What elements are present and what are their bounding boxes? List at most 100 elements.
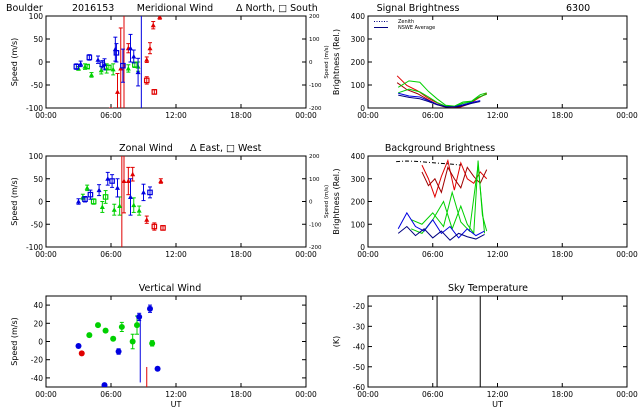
data-point-square: [109, 178, 115, 184]
plot-area: [436, 296, 481, 387]
y-tick-label: 50: [33, 175, 43, 184]
data-point-square: [84, 63, 90, 70]
series-line: [397, 80, 487, 107]
chart-title: Background Brightness: [385, 143, 495, 154]
data-point-square: [120, 62, 126, 69]
y-tick-label: -20: [31, 356, 43, 365]
data-point-triangle: [117, 203, 123, 209]
chart-title-markers: Δ North, □ South: [236, 3, 318, 14]
series-line: [397, 211, 485, 239]
header-row: Boulder 2016153 6300: [6, 3, 590, 14]
data-point-triangle: [96, 187, 102, 193]
x-tick-label: 00:00: [616, 111, 638, 120]
series-line: [397, 225, 485, 241]
data-point-square: [99, 61, 106, 68]
plot-frame: [45, 15, 307, 109]
x-tick-label: 12:00: [487, 250, 509, 259]
data-point-triangle: [78, 61, 84, 66]
y-tick-label-right: -100: [309, 83, 322, 89]
plot-frame: [45, 295, 307, 388]
y-tick-label: 100: [351, 220, 366, 229]
data-point-dot: [149, 340, 156, 347]
data-point-triangle: [121, 178, 127, 184]
chart-title-markers: Δ East, □ West: [190, 143, 262, 154]
x-tick-label: 06:00: [422, 250, 444, 259]
x-tick-label: 06:00: [100, 250, 122, 259]
data-point-dot: [75, 343, 82, 350]
x-tick-label: 06:00: [100, 111, 122, 120]
data-point-dot: [78, 350, 85, 357]
y-tick-label: 0: [38, 198, 43, 207]
y-tick-label-right: 100: [309, 37, 320, 43]
data-point-square: [147, 189, 153, 196]
y-tick-label: 400: [351, 152, 366, 161]
data-point-triangle: [158, 178, 164, 184]
x-tick-label: 00:00: [357, 111, 379, 120]
y-axis-label: Brightness (Rel.): [332, 29, 341, 95]
data-point-triangle: [98, 67, 104, 73]
chart-title: Meridional Wind: [137, 3, 213, 14]
data-point-square: [90, 198, 97, 205]
data-point-triangle: [95, 57, 101, 62]
data-point-triangle: [150, 22, 156, 28]
y-tick-label: 300: [351, 175, 366, 184]
data-point-triangle: [135, 69, 141, 75]
data-point-square: [160, 225, 166, 231]
series-line: [396, 82, 487, 108]
chart-title: Vertical Wind: [139, 283, 201, 294]
y-tick-label: -50: [353, 363, 365, 372]
x-tick-label: 00:00: [35, 111, 57, 120]
data-point-square: [113, 49, 120, 56]
plot-area: [396, 158, 488, 241]
y-tick-label: -100: [26, 243, 43, 252]
y-axis-label: Brightness (Rel.): [332, 168, 341, 234]
data-point-square: [143, 77, 150, 84]
y-tick-label: -50: [31, 220, 43, 229]
data-point-square: [82, 196, 88, 203]
data-point-triangle: [89, 72, 94, 77]
y-tick-label-right: 0: [309, 200, 313, 206]
data-point-triangle: [157, 16, 163, 19]
data-point-triangle: [115, 89, 120, 94]
x-tick-label: 00:00: [295, 111, 317, 120]
data-point-dot: [95, 322, 101, 329]
y-tick-label: 100: [29, 12, 44, 21]
data-point-dot: [110, 335, 117, 342]
data-point-triangle: [110, 66, 116, 72]
y-tick-label: -40: [353, 343, 365, 352]
y-tick-label-right: 0: [309, 60, 313, 66]
data-point-triangle: [105, 176, 111, 181]
y-axis-label: Speed (m/s): [10, 317, 19, 366]
y-tick-label-right: -200: [309, 106, 322, 112]
x-tick-label: 00:00: [35, 390, 57, 399]
y-tick-label: 400: [351, 12, 366, 21]
y-tick-label: 100: [29, 152, 44, 161]
y-tick-label: 50: [33, 35, 43, 44]
x-tick-label: 00:00: [295, 390, 317, 399]
data-point-triangle: [125, 178, 131, 184]
data-point-dot: [134, 322, 140, 329]
y-tick-label-right: 200: [309, 154, 320, 160]
x-tick-label: 18:00: [230, 390, 252, 399]
x-tick-label: 00:00: [295, 250, 317, 259]
y-tick-label: -100: [26, 104, 43, 113]
data-point-triangle: [131, 53, 137, 59]
plot-area: [73, 16, 163, 108]
x-tick-label: 12:00: [165, 250, 187, 259]
y-tick-label: -50: [31, 81, 43, 90]
x-tick-label: 06:00: [422, 111, 444, 120]
y-tick-label: -30: [353, 322, 365, 331]
data-point-square: [102, 194, 109, 200]
x-axis-label: UT: [492, 400, 503, 409]
data-point-square: [86, 54, 93, 61]
wavelength-label: 6300: [566, 3, 590, 14]
data-point-triangle: [128, 194, 133, 199]
data-point-triangle: [115, 185, 120, 190]
data-point-triangle: [125, 65, 131, 71]
legend-label: NSWE Average: [398, 25, 435, 31]
y-tick-label-right: 100: [309, 177, 320, 183]
chart-title: Sky Temperature: [448, 283, 528, 294]
y-tick-label: 20: [33, 319, 43, 328]
data-point-dot: [102, 327, 109, 334]
plot-area: [75, 304, 161, 387]
